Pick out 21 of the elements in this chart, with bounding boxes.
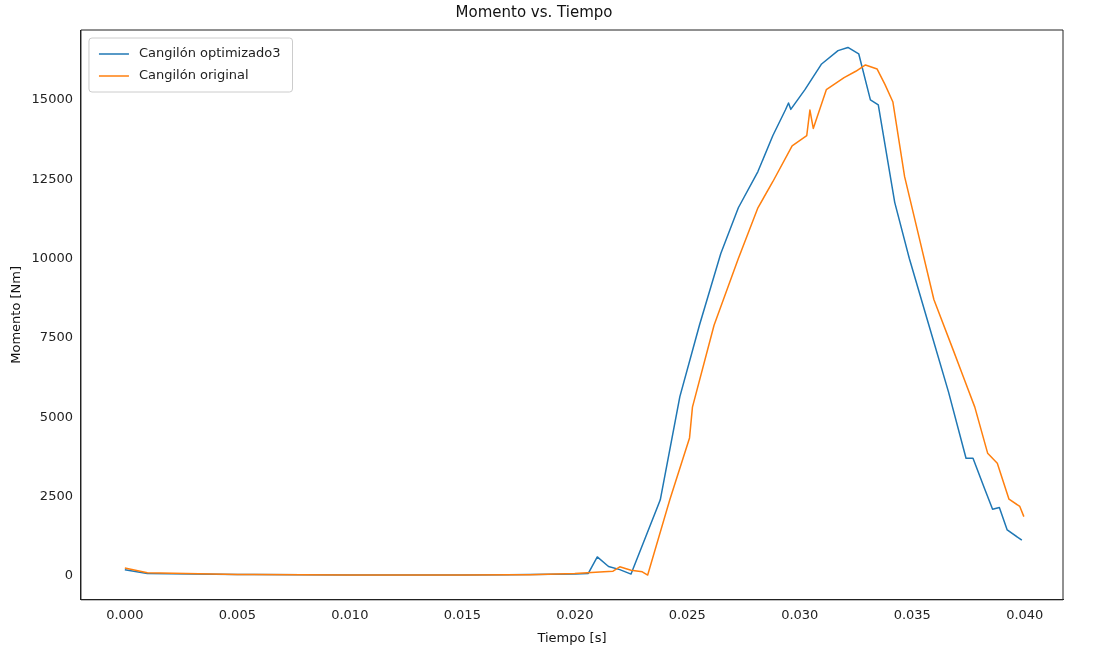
- x-tick-label: 0.010: [331, 606, 369, 622]
- x-tick-label: 0.005: [218, 606, 256, 622]
- y-tick-label: 12500: [31, 170, 73, 186]
- x-tick-label: 0.040: [1006, 606, 1044, 622]
- y-tick-label: 15000: [31, 91, 73, 107]
- x-tick-label: 0.030: [781, 606, 819, 622]
- y-tick-label: 5000: [39, 408, 73, 424]
- y-tick-label: 0: [64, 567, 73, 583]
- y-tick-label: 10000: [31, 249, 73, 265]
- x-tick-label: 0.025: [668, 606, 706, 622]
- x-tick-label: 0.020: [556, 606, 594, 622]
- y-tick-label: 2500: [39, 488, 73, 504]
- x-tick-label: 0.035: [893, 606, 931, 622]
- x-tick-label: 0.015: [443, 606, 481, 622]
- legend-label: Cangilón original: [138, 67, 249, 83]
- y-axis-title: Momento [Nm]: [8, 266, 24, 364]
- chart-title: Momento vs. Tiempo: [455, 2, 613, 21]
- y-tick-label: 7500: [39, 329, 73, 345]
- x-axis-title: Tiempo [s]: [536, 629, 607, 645]
- legend-label: Cangilón optimizado3: [138, 45, 281, 61]
- x-tick-label: 0.000: [106, 606, 144, 622]
